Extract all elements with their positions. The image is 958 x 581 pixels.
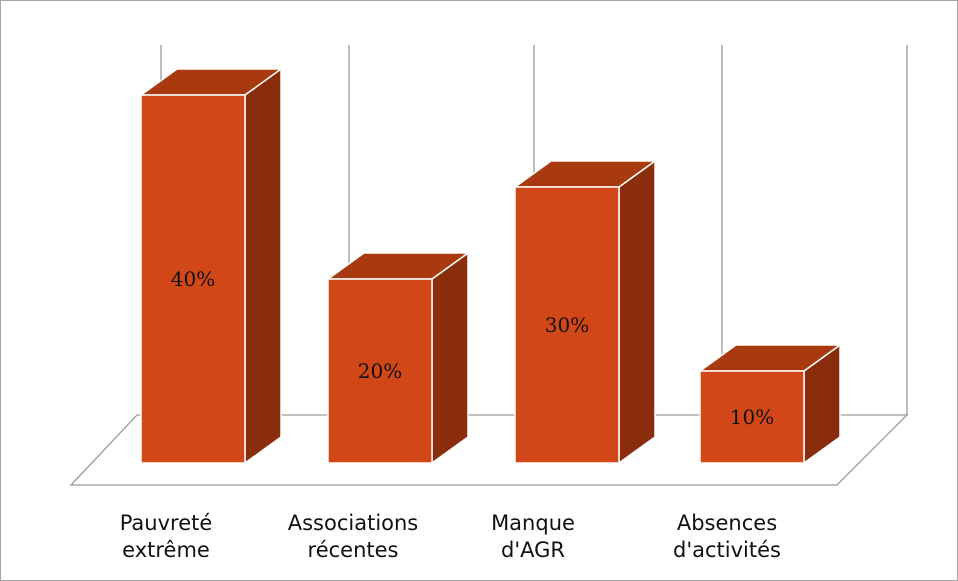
bar: [699, 370, 805, 464]
category-label: Manque: [491, 511, 575, 535]
data-label: 10%: [730, 405, 774, 429]
bar-side: [244, 67, 282, 465]
bar-side: [618, 159, 656, 465]
data-label: 30%: [545, 313, 589, 337]
category-label: d'activités: [673, 538, 781, 562]
data-label: 40%: [171, 267, 215, 291]
bar: [327, 278, 433, 464]
category-label: Absences: [677, 511, 777, 535]
category-label: d'AGR: [501, 538, 565, 562]
category-label: récentes: [308, 538, 399, 562]
category-label: Pauvreté: [120, 511, 213, 535]
category-label: Associations: [288, 511, 419, 535]
bar: [140, 94, 246, 464]
bar-side: [431, 251, 469, 465]
bar: [514, 186, 620, 464]
data-label: 20%: [358, 359, 402, 383]
category-label: extrême: [122, 538, 210, 562]
